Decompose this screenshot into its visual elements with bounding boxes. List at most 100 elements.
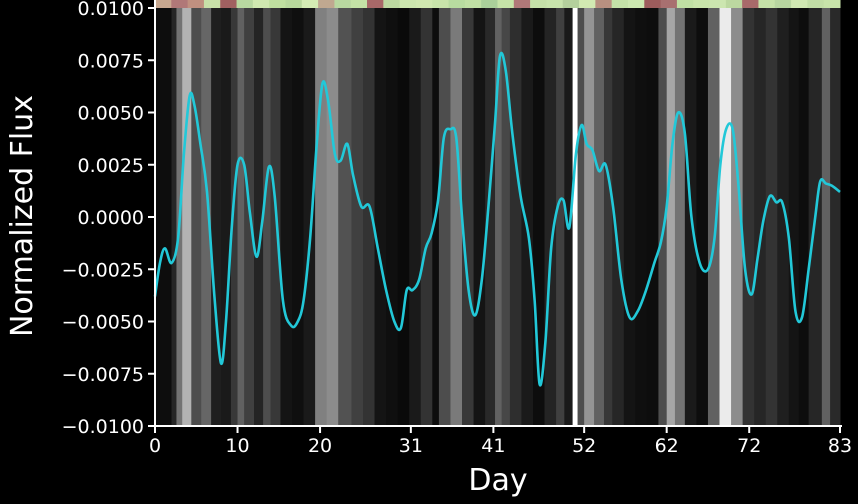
background-band bbox=[351, 8, 364, 426]
background-band bbox=[473, 8, 486, 426]
background-band bbox=[201, 8, 212, 426]
top-color-strip bbox=[155, 0, 841, 8]
background-band bbox=[564, 8, 574, 426]
strip-cell bbox=[220, 0, 238, 8]
strip-cell bbox=[383, 0, 401, 8]
background-band bbox=[666, 8, 676, 426]
y-axis: −0.0100 −0.0075 −0.0050 −0.0025 0.0000 0.0025… bbox=[62, 0, 156, 438]
strip-cell bbox=[676, 0, 694, 8]
background-band bbox=[495, 8, 503, 426]
strip-cell bbox=[334, 0, 352, 8]
background-band bbox=[623, 8, 636, 426]
y-tick-label: 0.0075 bbox=[78, 50, 144, 72]
strip-cell bbox=[579, 0, 596, 8]
background-band bbox=[211, 8, 222, 426]
x-tick-label: 72 bbox=[737, 435, 761, 457]
strip-cell bbox=[236, 0, 254, 8]
background-band bbox=[521, 8, 534, 426]
strip-cell bbox=[301, 0, 319, 8]
background-band bbox=[182, 8, 192, 426]
strip-cell bbox=[709, 0, 727, 8]
strip-cell bbox=[497, 0, 515, 8]
x-tick-label: 20 bbox=[308, 435, 332, 457]
x-tick-label: 62 bbox=[655, 435, 679, 457]
strip-cell bbox=[269, 0, 286, 8]
background-band bbox=[742, 8, 755, 426]
strip-cell bbox=[285, 0, 303, 8]
background-band bbox=[409, 8, 422, 426]
background-band bbox=[230, 8, 239, 426]
y-tick-label: 0.0100 bbox=[78, 0, 144, 20]
background-band bbox=[572, 8, 579, 426]
x-axis: 0 10 20 31 41 52 62 72 83 bbox=[149, 425, 852, 457]
background-band bbox=[315, 8, 328, 426]
background-band bbox=[263, 8, 272, 426]
x-tick-label: 0 bbox=[149, 435, 161, 457]
strip-cell bbox=[693, 0, 711, 8]
x-tick-label: 41 bbox=[481, 435, 505, 457]
strip-cell bbox=[611, 0, 629, 8]
background-band bbox=[501, 8, 511, 426]
background-band bbox=[326, 8, 339, 426]
background-band bbox=[280, 8, 293, 426]
strip-cell bbox=[481, 0, 498, 8]
background-band bbox=[646, 8, 659, 426]
background-band bbox=[777, 8, 790, 426]
flux-series bbox=[153, 51, 841, 387]
background-band bbox=[821, 8, 831, 426]
strip-cell bbox=[562, 0, 580, 8]
strip-cell bbox=[464, 0, 482, 8]
x-tick-label: 31 bbox=[399, 435, 423, 457]
background-band bbox=[603, 8, 613, 426]
background-band bbox=[338, 8, 352, 426]
background-band bbox=[450, 8, 463, 426]
x-tick-label: 83 bbox=[828, 435, 852, 457]
background-band bbox=[155, 8, 173, 426]
y-tick-label: −0.0025 bbox=[62, 259, 144, 281]
strip-cell bbox=[530, 0, 547, 8]
background-band bbox=[798, 8, 810, 426]
strip-cell bbox=[823, 0, 841, 8]
background-band bbox=[696, 8, 709, 426]
strip-cell bbox=[644, 0, 662, 8]
background-band bbox=[386, 8, 399, 426]
background-band bbox=[221, 8, 232, 426]
strip-cell bbox=[187, 0, 205, 8]
strip-cell bbox=[513, 0, 531, 8]
strip-cell bbox=[432, 0, 450, 8]
strip-cell bbox=[742, 0, 759, 8]
background-band bbox=[420, 8, 433, 426]
strip-cell bbox=[448, 0, 466, 8]
strip-cell bbox=[318, 0, 335, 8]
strip-cell bbox=[774, 0, 792, 8]
background-band bbox=[191, 8, 202, 426]
strip-cell bbox=[399, 0, 417, 8]
background-band bbox=[731, 8, 744, 426]
strip-cell bbox=[595, 0, 613, 8]
background-band bbox=[556, 8, 565, 426]
y-tick-label: −0.0100 bbox=[62, 416, 144, 438]
x-axis-title: Day bbox=[468, 463, 527, 498]
background-band bbox=[754, 8, 767, 426]
x-tick-label: 10 bbox=[225, 435, 249, 457]
strip-cell bbox=[791, 0, 808, 8]
background-band bbox=[612, 8, 625, 426]
strip-cell bbox=[627, 0, 645, 8]
background-band bbox=[788, 8, 800, 426]
background-band bbox=[707, 8, 721, 426]
strip-cell bbox=[350, 0, 368, 8]
strip-cell bbox=[367, 0, 384, 8]
strip-cell bbox=[252, 0, 270, 8]
background-band bbox=[292, 8, 305, 426]
strip-cell bbox=[171, 0, 189, 8]
background-band bbox=[674, 8, 686, 426]
background-band bbox=[485, 8, 496, 426]
y-tick-label: 0.0025 bbox=[78, 155, 144, 177]
y-tick-label: 0.0050 bbox=[78, 103, 144, 125]
background-band bbox=[254, 8, 264, 426]
strip-cell bbox=[758, 0, 776, 8]
background-band bbox=[765, 8, 778, 426]
background-band bbox=[362, 8, 376, 426]
background-band bbox=[658, 8, 668, 426]
